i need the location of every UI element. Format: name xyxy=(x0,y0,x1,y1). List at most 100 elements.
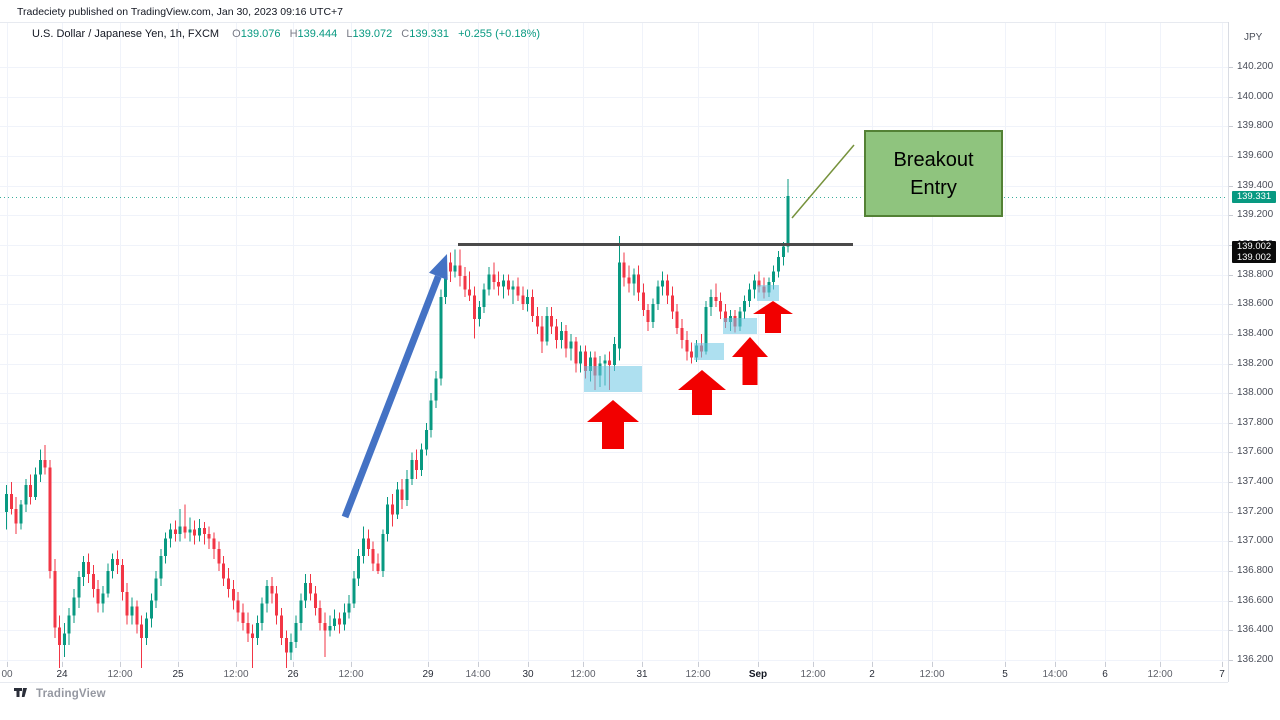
candle-body xyxy=(14,508,18,524)
candle-body xyxy=(786,195,790,247)
price-axis-tick xyxy=(1229,304,1233,306)
candle-body xyxy=(323,622,327,631)
candle-body xyxy=(357,556,361,579)
currency-label: JPY xyxy=(1244,32,1263,43)
candle-body xyxy=(352,578,356,604)
chart-pane[interactable] xyxy=(0,0,1228,668)
ohlc-open-key: O xyxy=(232,28,241,40)
candle-body xyxy=(395,489,399,515)
price-axis[interactable]: JPY 140.200 140.000 139.800 139.600 139.400 1… xyxy=(1228,22,1280,682)
price-axis-tick xyxy=(1229,96,1233,98)
candle-body xyxy=(82,562,86,577)
candle-body xyxy=(622,262,626,278)
price-axis-tick xyxy=(1229,482,1233,484)
candle-body xyxy=(429,400,433,431)
price-axis-label: 136.400 xyxy=(1237,624,1274,636)
last-price-badge: 139.331 xyxy=(1232,191,1276,203)
candle-body xyxy=(521,295,525,305)
candle-body xyxy=(299,600,303,623)
blue-trend-arrow-head[interactable] xyxy=(428,254,448,280)
time-axis[interactable]: 00 24 12:00 25 12:00 26 12:00 29 14:00 30 12:00 31 1… xyxy=(0,668,1228,683)
time-axis-ticks xyxy=(7,662,1223,667)
candle-body xyxy=(434,378,438,401)
red-up-arrow[interactable] xyxy=(753,301,793,333)
candle-body xyxy=(612,344,616,365)
candle-body xyxy=(154,578,158,601)
red-up-arrow[interactable] xyxy=(587,400,639,449)
time-axis-label: 29 xyxy=(422,669,434,680)
red-up-arrow[interactable] xyxy=(678,370,726,415)
candle-body xyxy=(140,624,144,638)
price-axis-label: 139.400 xyxy=(1237,179,1274,191)
time-axis-label: 12:00 xyxy=(223,669,249,680)
candle-body xyxy=(87,562,91,575)
candle-body xyxy=(347,603,351,613)
candle-body xyxy=(627,277,631,284)
candle-body xyxy=(275,593,279,616)
demand-zone-box[interactable] xyxy=(694,343,724,360)
price-axis-label: 139.600 xyxy=(1237,149,1274,161)
candle-body xyxy=(651,304,655,322)
price-axis-label: 137.800 xyxy=(1237,416,1274,428)
candle-body xyxy=(366,538,370,549)
candle-body xyxy=(550,316,554,327)
tradingview-brand-text[interactable]: TradingView xyxy=(36,688,106,700)
symbol-info-bar[interactable]: U.S. Dollar / Japanese Yen, 1h, FXCM O 13… xyxy=(32,28,540,40)
ohlc-low-key: L xyxy=(346,28,353,40)
candle-body xyxy=(202,528,206,534)
candle-body xyxy=(641,292,645,311)
candle-body xyxy=(473,295,477,320)
candle-body xyxy=(62,633,66,646)
price-axis-label: 138.600 xyxy=(1237,298,1274,310)
price-axis-tick xyxy=(1229,600,1233,602)
red-up-arrow[interactable] xyxy=(732,337,768,385)
symbol-title: U.S. Dollar / Japanese Yen, 1h, FXCM xyxy=(32,28,220,40)
candle-body xyxy=(371,548,375,564)
candle-body xyxy=(101,593,105,604)
candle-body xyxy=(313,593,317,609)
candle-body xyxy=(120,565,124,592)
candle-body xyxy=(448,262,452,272)
candle-body xyxy=(400,489,404,500)
candle-body xyxy=(212,538,216,549)
callout-connector-line[interactable] xyxy=(791,144,855,219)
time-axis-label: 12:00 xyxy=(919,669,945,680)
price-axis-tick xyxy=(1229,422,1233,424)
candle-body xyxy=(458,265,462,277)
price-axis-label: 136.600 xyxy=(1237,594,1274,606)
tradingview-logo-icon[interactable] xyxy=(14,687,31,701)
time-axis-label: 30 xyxy=(522,669,534,680)
candle-body xyxy=(535,316,539,327)
candle-body xyxy=(574,341,578,364)
blue-trend-arrow-shaft[interactable] xyxy=(341,275,442,519)
time-axis-label: 12:00 xyxy=(1147,669,1173,680)
candle-body xyxy=(188,529,192,533)
breakout-entry-callout[interactable]: Breakout Entry xyxy=(864,130,1003,217)
candle-body xyxy=(115,559,119,566)
demand-zone-box[interactable] xyxy=(757,285,779,301)
candle-body xyxy=(362,538,366,557)
candle-body xyxy=(29,485,33,497)
demand-zone-box[interactable] xyxy=(584,366,642,392)
time-axis-label: 14:00 xyxy=(465,669,491,680)
price-axis-tick xyxy=(1229,215,1233,217)
candle-body xyxy=(646,310,650,322)
time-axis-label: Sep xyxy=(748,669,768,680)
price-axis-tick xyxy=(1229,393,1233,395)
candle-body xyxy=(579,351,583,364)
candle-body xyxy=(5,493,8,512)
candle-body xyxy=(260,603,264,623)
candle-body xyxy=(294,622,298,643)
ohlc-close-value: 139.331 xyxy=(409,28,450,40)
demand-zone-box[interactable] xyxy=(723,318,757,334)
breakout-label-line2: Entry xyxy=(910,176,957,199)
candle-body xyxy=(43,459,47,468)
candle-body xyxy=(72,597,76,616)
candle-body xyxy=(714,296,718,302)
price-axis-label: 137.000 xyxy=(1237,535,1274,547)
candle-body xyxy=(333,618,337,626)
time-axis-label: 12:00 xyxy=(800,669,826,680)
price-axis-tick xyxy=(1229,155,1233,157)
price-axis-tick xyxy=(1229,67,1233,68)
